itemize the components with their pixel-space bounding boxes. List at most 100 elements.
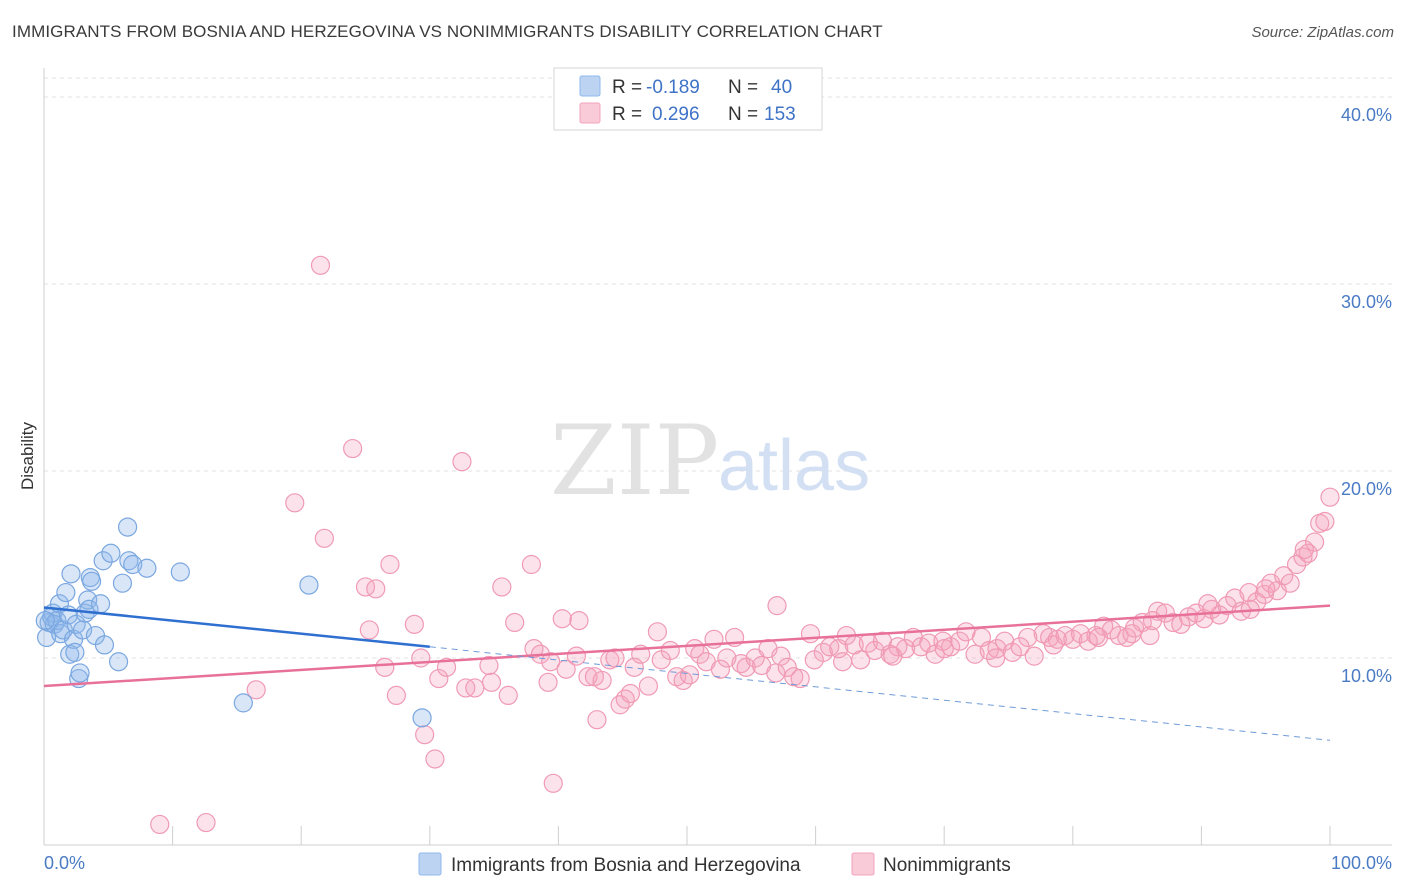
- trend-layer: [43, 604, 1331, 741]
- nonimmigrants-point-10: [375, 657, 395, 677]
- nonimmigrants-point-4: [310, 255, 331, 275]
- nonimmigrants-point-138: [1293, 547, 1313, 567]
- stats-n-label-2: N =: [728, 104, 758, 125]
- immigrants-point-37: [299, 575, 319, 595]
- nonimmigrants-point-25: [498, 685, 518, 706]
- nonimmigrants-point-59: [710, 659, 731, 679]
- nonimmigrants-point-145: [833, 652, 853, 672]
- immigrants-point-21: [79, 599, 99, 619]
- x-tick-label-min: 0.0%: [44, 853, 85, 873]
- nonimmigrants-point-44: [615, 689, 635, 709]
- immigrants-point-27: [94, 635, 115, 655]
- immigrants-point-9: [56, 582, 76, 603]
- series-0-points: [35, 517, 432, 728]
- stats-box: R = -0.189 N = 40 R = 0.296 N = 153: [553, 67, 823, 131]
- nonimmigrants-point-91: [941, 637, 961, 657]
- nonimmigrants-point-71: [790, 668, 810, 689]
- y-tick-label-30: 30.0%: [1341, 292, 1392, 312]
- nonimmigrants-point-32: [543, 773, 563, 793]
- nonimmigrants-point-33: [552, 609, 572, 629]
- stats-r-label-2: R =: [612, 104, 642, 125]
- immigrants-point-29: [108, 652, 129, 672]
- nonimmigrants-point-135: [1274, 566, 1294, 586]
- immigrants-point-28: [101, 543, 121, 563]
- immigrants-point-33: [123, 554, 143, 575]
- nonimmigrants-point-19: [452, 452, 472, 472]
- nonimmigrants-point-108: [1070, 624, 1091, 644]
- y-tick-label-40: 40.0%: [1341, 105, 1392, 125]
- nonimmigrants-point-34: [556, 659, 576, 679]
- immigrants-trend-line: [43, 606, 430, 649]
- nonimmigrants-point-140: [1304, 532, 1325, 552]
- nonimmigrants-point-42: [605, 648, 625, 668]
- nonimmigrants-point-72: [800, 624, 821, 644]
- nonimmigrants-point-27: [521, 554, 541, 575]
- nonimmigrants-point-84: [888, 637, 908, 657]
- nonimmigrants-point-5: [314, 528, 334, 548]
- legend-swatch-immigrants: [418, 852, 442, 876]
- nonimmigrants-point-22: [479, 655, 499, 676]
- x-axis: [43, 68, 1392, 846]
- series-1-points: [150, 255, 1340, 835]
- nonimmigrants-point-148: [986, 648, 1006, 668]
- immigrants-trend-extension: [429, 646, 1331, 741]
- nonimmigrants-point-11: [380, 554, 400, 575]
- nonimmigrants-point-23: [481, 672, 502, 692]
- immigrants-point-25: [90, 594, 111, 614]
- stats-r-value-2: 0.296: [652, 104, 700, 125]
- nonimmigrants-point-155: [1256, 579, 1276, 599]
- nonimmigrants-point-144: [767, 596, 787, 616]
- nonimmigrants-point-39: [587, 710, 607, 730]
- nonimmigrants-point-152: [1142, 610, 1163, 631]
- nonimmigrants-point-60: [717, 648, 737, 668]
- nonimmigrants-point-96: [979, 640, 999, 661]
- legend: Immigrants from Bosnia and Herzegovina N…: [418, 852, 1011, 876]
- immigrants-point-35: [170, 562, 190, 582]
- grid-lines: [44, 77, 1392, 659]
- chart-title: IMMIGRANTS FROM BOSNIA AND HERZEGOVINA V…: [12, 22, 883, 41]
- nonimmigrants-point-102: [1024, 646, 1044, 666]
- nonimmigrants-point-37: [578, 667, 598, 687]
- nonimmigrants-point-1: [196, 812, 216, 833]
- y-axis-title: Disability: [18, 421, 37, 490]
- nonimmigrants-point-151: [1122, 624, 1142, 644]
- stats-swatch-blue: [579, 75, 601, 97]
- immigrants-point-30: [112, 573, 133, 593]
- nonimmigrants-point-136: [1280, 573, 1300, 593]
- nonimmigrants-point-26: [505, 612, 525, 633]
- x-tick-label-max: 100.0%: [1331, 853, 1392, 873]
- nonimmigrants-point-17: [429, 668, 449, 689]
- immigrants-point-36: [233, 693, 253, 713]
- nonimmigrants-point-21: [465, 678, 485, 698]
- nonimmigrants-point-68: [771, 646, 791, 666]
- nonimmigrants-point-48: [638, 676, 659, 696]
- nonimmigrants-point-49: [647, 622, 668, 642]
- nonimmigrants-point-36: [569, 610, 589, 631]
- immigrants-point-12: [61, 564, 81, 584]
- stats-swatch-pink: [579, 102, 601, 124]
- legend-swatch-nonimmigrants: [851, 852, 875, 876]
- nonimmigrants-point-15: [415, 725, 435, 745]
- nonimmigrants-point-92: [950, 631, 970, 651]
- watermark-atlas: atlas: [718, 426, 870, 506]
- nonimmigrants-point-153: [1198, 594, 1218, 614]
- nonimmigrants-point-8: [359, 620, 379, 640]
- immigrants-point-38: [412, 708, 432, 728]
- nonimmigrants-point-45: [620, 683, 641, 704]
- nonimmigrants-point-139: [1298, 543, 1318, 563]
- immigrants-point-39: [35, 610, 55, 631]
- stats-r-value-1: -0.189: [646, 77, 700, 98]
- immigrants-point-31: [117, 517, 138, 537]
- nonimmigrants-point-51: [660, 640, 680, 661]
- watermark-zip: ZIP: [550, 405, 719, 517]
- stats-n-label-1: N =: [728, 77, 758, 98]
- legend-label-immigrants: Immigrants from Bosnia and Herzegovina: [451, 855, 801, 876]
- nonimmigrants-point-143: [1320, 487, 1340, 507]
- nonimmigrants-point-2: [246, 680, 266, 700]
- nonimmigrants-point-16: [425, 749, 445, 769]
- nonimmigrants-point-137: [1286, 554, 1307, 575]
- nonimmigrants-trend-line: [43, 604, 1331, 688]
- nonimmigrants-point-6: [343, 438, 363, 459]
- x-ticks: [43, 826, 1331, 845]
